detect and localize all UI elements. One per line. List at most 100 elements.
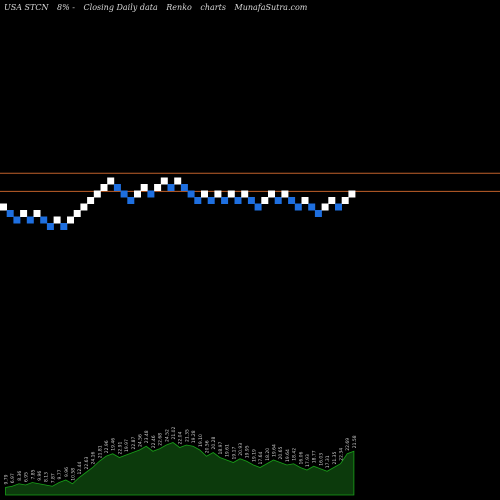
renko-brick	[227, 190, 235, 198]
volume-label: 9.96	[64, 467, 70, 477]
renko-brick	[127, 197, 135, 204]
volume-label: 22.87	[131, 436, 137, 449]
volume-label: 7.85	[30, 469, 36, 479]
description-label: Closing Daily data	[83, 3, 158, 12]
renko-brick	[60, 223, 68, 230]
volume-label: 19.95	[245, 445, 251, 458]
chart-kind-label: Renko	[166, 3, 192, 12]
renko-brick	[93, 190, 101, 198]
renko-brick	[174, 177, 182, 185]
volume-label: 20.65	[278, 446, 284, 459]
volume-label: 22.96	[104, 440, 110, 453]
volume-label: 22.91	[117, 441, 123, 454]
renko-brick	[46, 223, 54, 230]
renko-brick	[288, 197, 296, 204]
volume-label: 22.68	[158, 433, 164, 446]
renko-brick	[154, 184, 162, 191]
volume-label: 18.97	[218, 441, 224, 454]
volume-label: 17.64	[258, 451, 264, 464]
volume-label: 12.44	[77, 461, 83, 474]
volume-label: 19.64	[272, 444, 278, 457]
renko-brick	[321, 203, 329, 211]
volume-label: 9.77	[57, 469, 63, 479]
volume-label: 21.58	[352, 435, 358, 448]
volume-label: 9.79	[4, 474, 10, 484]
volume-label: 21.02	[171, 426, 177, 439]
renko-brick	[301, 197, 309, 204]
ticker-label: USA STCN	[4, 3, 49, 12]
volume-label: 19.61	[225, 444, 231, 457]
volume-label: 19.10	[198, 434, 204, 447]
renko-brick	[100, 184, 108, 191]
renko-brick	[314, 210, 322, 217]
volume-label: 19.46	[111, 438, 117, 451]
volume-label: 6.97	[10, 473, 16, 483]
renko-brick	[167, 184, 175, 191]
volume-label: 22.69	[345, 438, 351, 451]
volume-label: 16.03	[318, 453, 324, 466]
renko-brick	[40, 216, 48, 224]
volume-label: 19.28	[191, 430, 197, 443]
volume-label: 22.46	[151, 435, 157, 448]
renko-brick	[134, 190, 141, 198]
volume-label: 22.34	[339, 448, 345, 461]
renko-brick	[147, 190, 155, 198]
renko-brick	[13, 216, 21, 224]
volume-label: 21.81	[97, 445, 103, 458]
renko-brick	[26, 216, 34, 224]
volume-label: 19.64	[285, 449, 291, 462]
volume-label: 21.35	[332, 451, 338, 464]
volume-label: 19.19	[251, 449, 257, 462]
volume-label: 18.20	[265, 448, 271, 461]
renko-brick	[241, 190, 249, 198]
renko-brick	[335, 203, 342, 211]
renko-brick	[348, 190, 356, 198]
renko-brick	[160, 177, 168, 185]
renko-brick	[201, 190, 208, 198]
renko-brick	[53, 216, 61, 224]
volume-label: 18.77	[312, 450, 318, 463]
renko-brick	[73, 210, 81, 217]
renko-brick	[268, 190, 275, 198]
volume-label: 19.97	[124, 439, 130, 452]
renko-brick	[281, 190, 289, 198]
renko-brick	[120, 190, 128, 198]
volume-label: 7.87	[50, 473, 56, 483]
renko-brick	[67, 216, 74, 224]
chart-header: USA STCN 8% - Closing Daily data Renko c…	[4, 3, 313, 12]
volume-label: 19.17	[231, 446, 237, 459]
renko-brick	[140, 184, 148, 191]
volume-label: 17.31	[325, 455, 331, 468]
renko-brick	[254, 203, 262, 211]
renko-brick	[234, 197, 242, 204]
renko-brick	[207, 197, 215, 204]
volume-label: 8.13	[44, 472, 50, 482]
volume-label: 17.93	[305, 454, 311, 467]
renko-brick	[0, 203, 7, 211]
renko-brick	[33, 210, 41, 217]
renko-brick	[341, 197, 349, 204]
renko-brick	[6, 210, 14, 217]
volume-area	[5, 442, 355, 496]
volume-label: 18.42	[292, 448, 298, 461]
volume-label: 24.52	[164, 429, 170, 442]
volume-label: 9.96	[37, 471, 43, 481]
renko-brick	[180, 184, 188, 191]
renko-brick	[20, 210, 28, 217]
renko-brick	[107, 177, 115, 185]
volume-label: 24.16	[91, 451, 97, 464]
change-label: 8% -	[57, 3, 75, 12]
renko-brick	[187, 190, 195, 198]
volume-label: 20.93	[238, 443, 244, 456]
renko-brick	[274, 197, 282, 204]
renko-brick	[261, 197, 269, 204]
renko-brick	[113, 184, 121, 191]
volume-label: 23.48	[144, 430, 150, 443]
renko-brick	[328, 197, 336, 204]
renko-brick	[194, 197, 202, 204]
site-label: MunafaSutra.com	[234, 3, 308, 12]
volume-label: 20.28	[211, 436, 217, 449]
volume-label: 22.63	[84, 456, 90, 469]
